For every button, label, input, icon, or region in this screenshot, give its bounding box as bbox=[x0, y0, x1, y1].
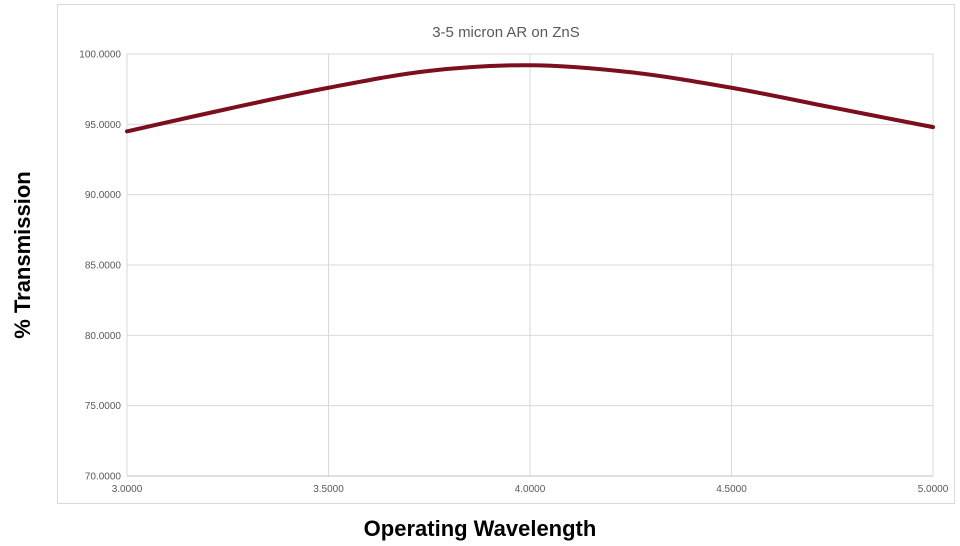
data-point bbox=[126, 130, 128, 132]
y-tick-label: 95.0000 bbox=[85, 120, 122, 131]
y-tick-label: 70.0000 bbox=[85, 472, 122, 483]
chart-title: 3-5 micron AR on ZnS bbox=[432, 24, 580, 41]
data-point bbox=[932, 126, 934, 128]
x-tick-label: 3.5000 bbox=[313, 484, 344, 495]
data-point bbox=[831, 106, 833, 108]
data-point bbox=[731, 87, 732, 89]
y-tick-label: 90.0000 bbox=[85, 190, 122, 201]
data-point bbox=[227, 108, 229, 110]
data-point bbox=[529, 64, 531, 66]
chart-frame: 3-5 micron AR on ZnS bbox=[57, 4, 955, 504]
y-axis-title: % Transmission bbox=[10, 171, 35, 339]
y-tick-label: 80.0000 bbox=[85, 331, 122, 342]
x-tick-label: 3.0000 bbox=[112, 484, 143, 495]
y-tick-label: 85.0000 bbox=[85, 261, 122, 272]
x-tick-label: 4.5000 bbox=[716, 484, 747, 495]
x-axis-title: Operating Wavelength bbox=[363, 516, 597, 541]
data-point bbox=[328, 87, 329, 89]
y-tick-label: 75.0000 bbox=[85, 401, 122, 412]
y-tick-label: 100.0000 bbox=[79, 50, 121, 61]
data-point bbox=[630, 71, 632, 73]
x-tick-label: 4.0000 bbox=[515, 484, 546, 495]
data-point bbox=[428, 70, 430, 72]
x-tick-label: 5.0000 bbox=[918, 484, 949, 495]
